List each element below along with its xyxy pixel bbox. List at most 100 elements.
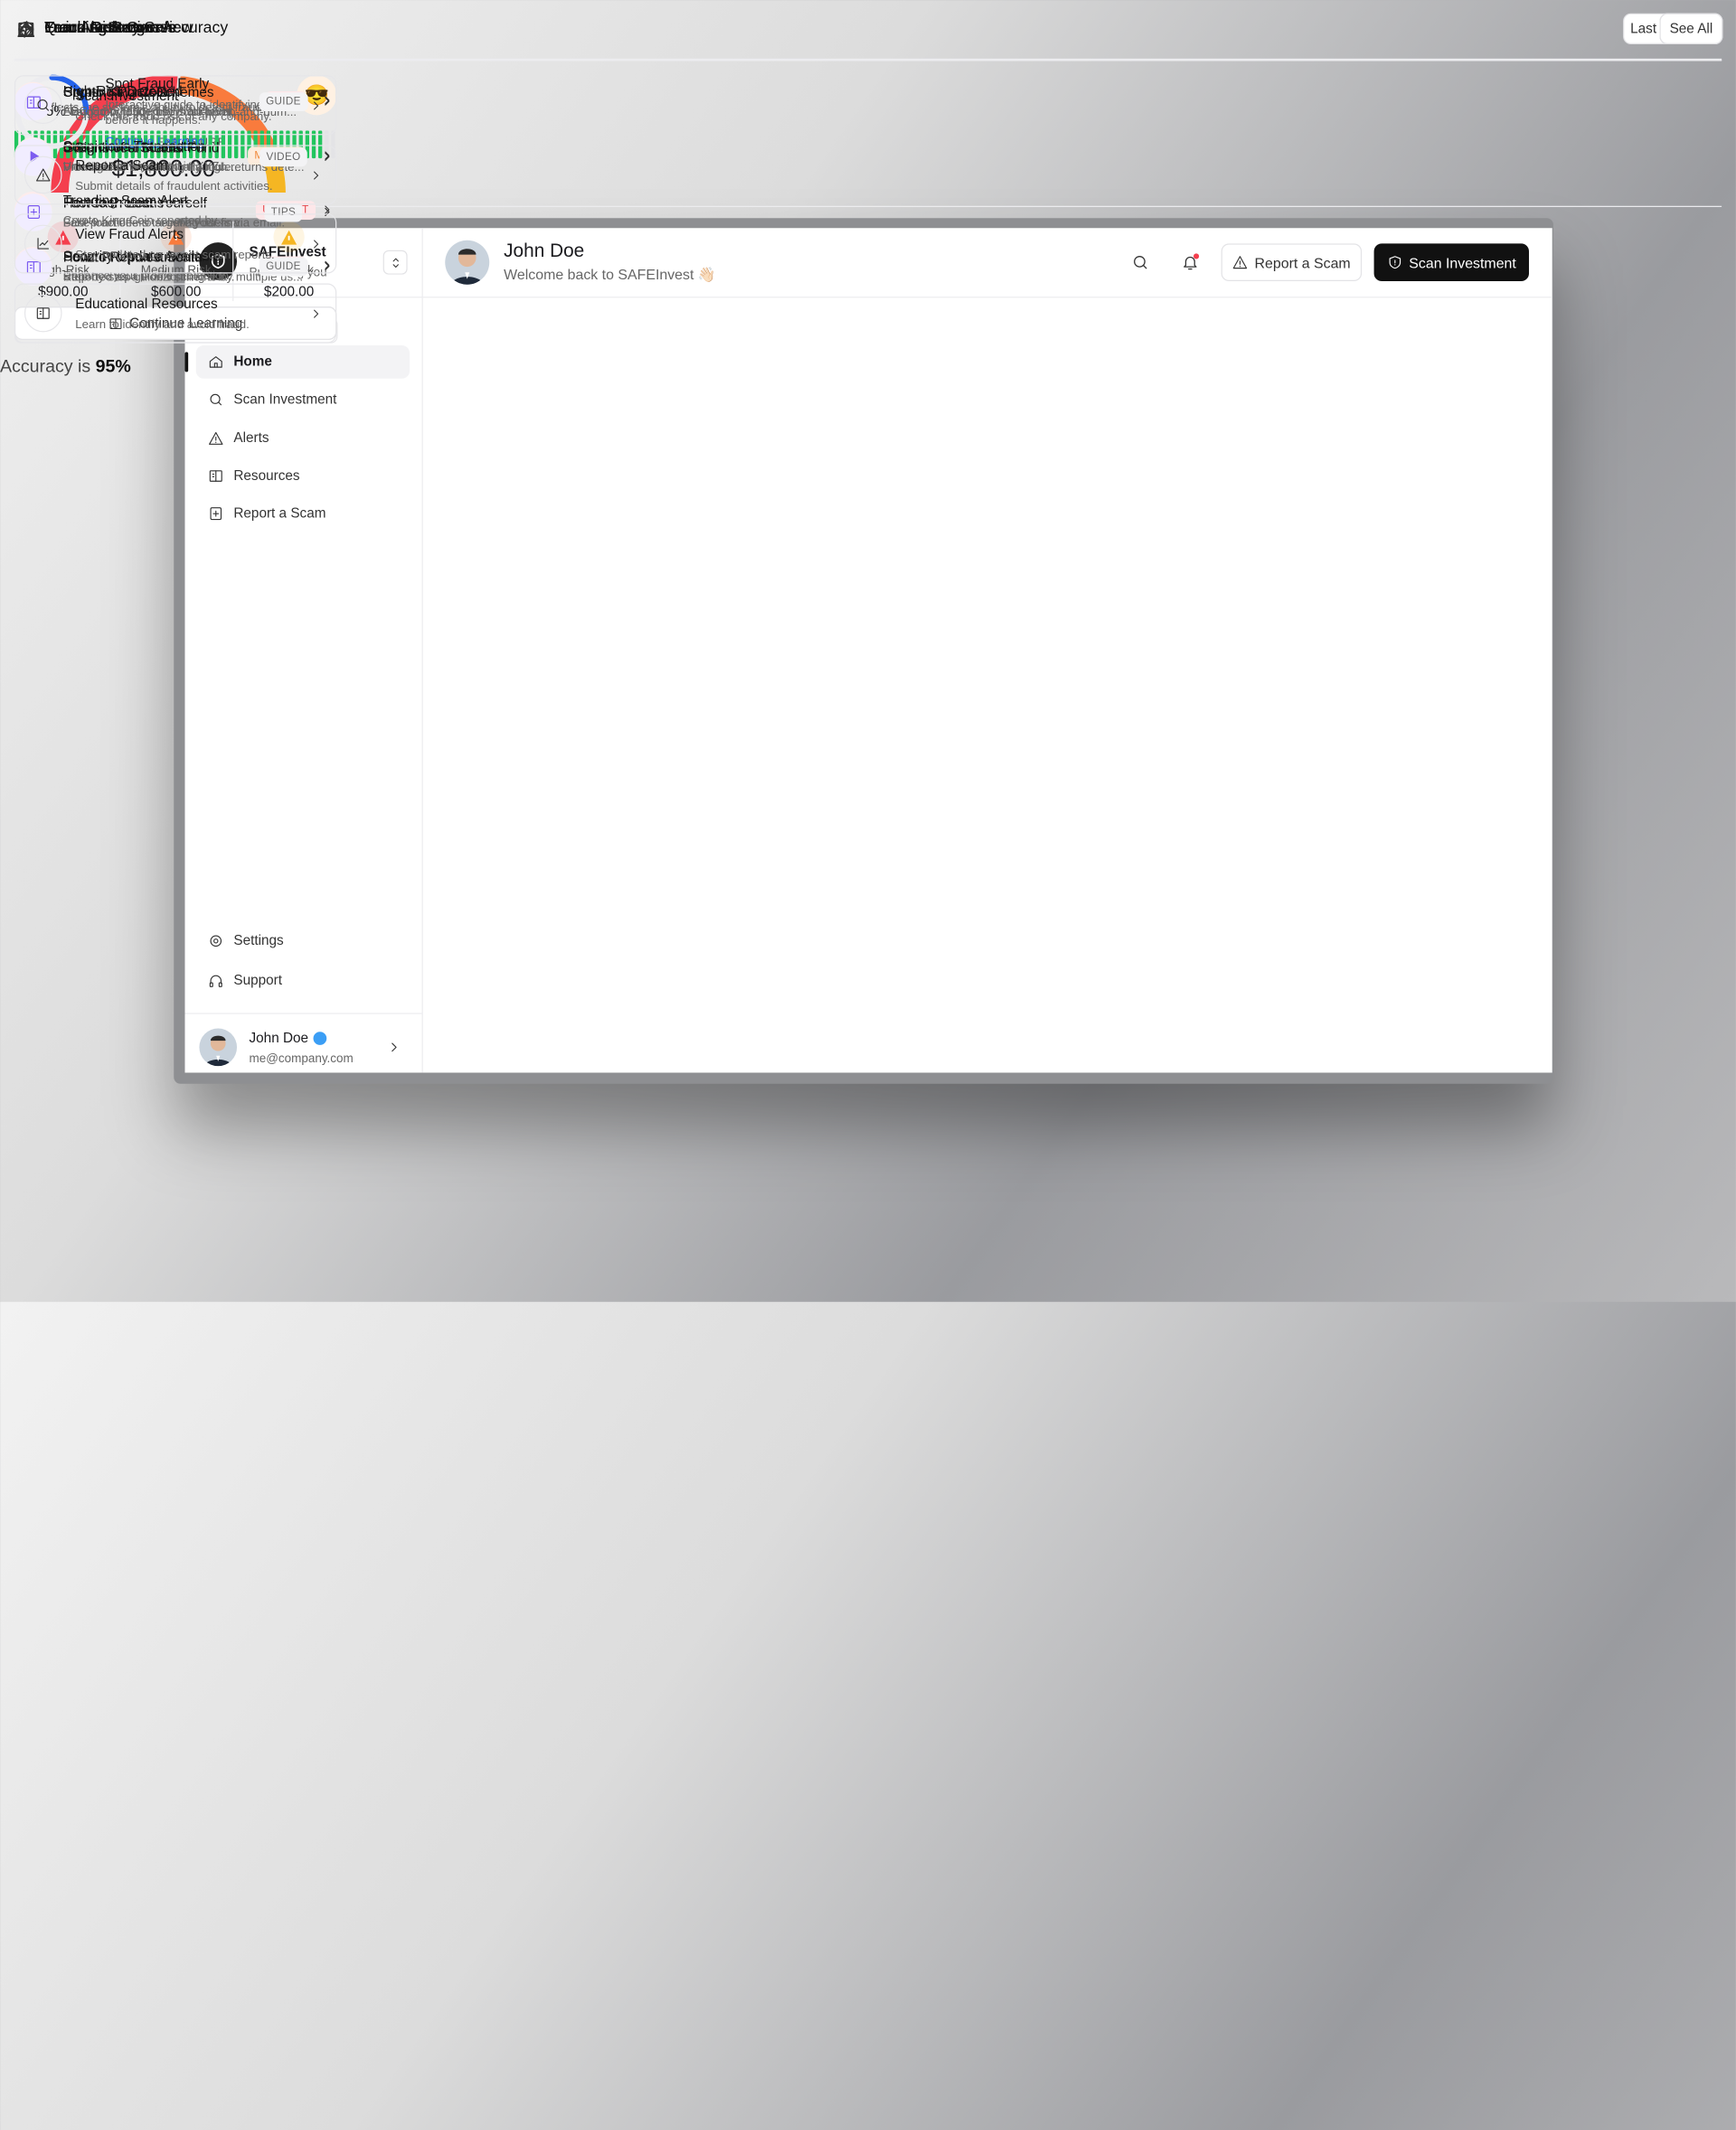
column-divider bbox=[232, 221, 234, 302]
accuracy-description: This reflects the system's ability to de… bbox=[14, 101, 266, 115]
card-divider bbox=[14, 58, 1722, 61]
chevron bbox=[309, 237, 324, 257]
nav-active-bg bbox=[195, 345, 410, 379]
item-title[interactable]: GreenInvest Mutual Fund bbox=[62, 139, 220, 156]
chevron bbox=[320, 203, 335, 223]
alert-title[interactable]: Suspicious Transaction bbox=[62, 138, 206, 155]
screen: SAFEInvestProtecting youMAINHomeScan Inv… bbox=[0, 13, 1723, 1084]
quick-action[interactable]: View Fraud Alerts Stay updated on recent … bbox=[14, 213, 337, 274]
header-name: John Doe bbox=[504, 240, 585, 261]
item-description: Flagged by 150+ users for pump-and-dum..… bbox=[62, 105, 297, 119]
nav-icon bbox=[208, 973, 223, 994]
alert-description: Unusual activity found in XYZ... bbox=[62, 159, 230, 174]
sidebar-divider bbox=[421, 228, 423, 1073]
button-label: Scan Investment bbox=[1409, 254, 1516, 271]
workspace-switch[interactable] bbox=[382, 250, 408, 275]
alert-title[interactable]: High-Risk Detected bbox=[62, 83, 183, 99]
risk-icon bbox=[273, 221, 305, 253]
ring-progress bbox=[14, 74, 90, 149]
item-tag: VIDEO bbox=[259, 147, 307, 167]
quick-description: Learn to identify and avoid fraud. bbox=[75, 317, 250, 332]
quick-title: View Fraud Alerts bbox=[75, 226, 184, 242]
card-title: Learning Progress bbox=[43, 19, 176, 37]
search-button[interactable] bbox=[1131, 253, 1149, 277]
quick-action[interactable]: Scan Investment Check the fraud risk of a… bbox=[14, 75, 337, 136]
button-label: Continue Learning bbox=[129, 315, 243, 332]
scan-investment-button[interactable]: Scan Investment bbox=[1373, 243, 1530, 282]
card-action-button[interactable]: Continue Learning bbox=[14, 306, 337, 340]
alert-description: ABC Corp flagged for fraudulent... bbox=[62, 104, 243, 118]
card-title: Trending Scams bbox=[43, 19, 161, 37]
notification-dot bbox=[1194, 253, 1200, 259]
accuracy-prefix: Accuracy is bbox=[0, 357, 91, 377]
header-greeting: Welcome back to SAFEInvest 👋🏻 bbox=[504, 266, 716, 283]
nav-active-marker bbox=[184, 352, 189, 372]
item-title[interactable]: 5 Signs of a Scams bbox=[62, 139, 183, 156]
verified-icon bbox=[313, 1032, 327, 1045]
nav-icon bbox=[208, 430, 223, 451]
quick-action[interactable]: Educational Resources Learn to identify a… bbox=[14, 282, 337, 343]
chevron bbox=[320, 149, 335, 169]
item-title[interactable]: How to Report a Scam bbox=[62, 250, 203, 266]
item-title[interactable]: Ponzi Pro Investments bbox=[62, 250, 202, 266]
card-title: Your Alerts bbox=[43, 19, 122, 37]
card-icon bbox=[16, 20, 35, 44]
card: Trending Scams See All Crypto King Coin Fla… bbox=[0, 13, 1723, 1413]
card-button[interactable]: See All bbox=[1659, 13, 1723, 44]
card-divider bbox=[14, 60, 1722, 61]
quick-action[interactable]: Report a Scam Submit details of fraudulen… bbox=[14, 144, 337, 204]
nav-item[interactable]: Alerts bbox=[233, 429, 269, 446]
nav-icon bbox=[208, 468, 223, 489]
item-description: Reported as a Ponzi scheme by multiple u… bbox=[62, 270, 304, 285]
item-description: Step-by-step guide to filing a fr... bbox=[62, 270, 235, 285]
alert-title[interactable]: Security Update Available bbox=[62, 249, 221, 265]
brand-name: SAFEInvest bbox=[249, 244, 326, 260]
quick-icon bbox=[24, 294, 62, 332]
quick-title: Scan Investment bbox=[75, 88, 179, 104]
nav-icon bbox=[208, 354, 223, 375]
card: Quick Actions See All Scan Investment Check… bbox=[0, 13, 1723, 2130]
chevron bbox=[320, 93, 335, 113]
item-description: Fake loan offers targeting users via ema… bbox=[62, 215, 286, 230]
item-description: Best practices to secure your fina... bbox=[62, 215, 250, 230]
risk-icon bbox=[160, 221, 192, 253]
chevron bbox=[309, 306, 324, 326]
quick-icon bbox=[24, 224, 62, 263]
card-title: Fraud Detection Accuracy bbox=[43, 19, 229, 37]
nav-item[interactable]: Support bbox=[233, 972, 282, 988]
accuracy-value: 95% bbox=[95, 357, 131, 377]
item-title[interactable]: FastCash Loans bbox=[62, 194, 165, 211]
nav-item[interactable]: Home bbox=[233, 353, 272, 370]
avatar bbox=[445, 240, 490, 285]
course-description: Interactive guide to identifying fraud b… bbox=[105, 98, 295, 127]
card-title: Fraud Risk Overview bbox=[43, 19, 193, 37]
item-description: Promises of unrealistically high returns… bbox=[62, 160, 305, 174]
nav-icon bbox=[208, 933, 223, 954]
item-title[interactable]: How to Protect Yourself bbox=[62, 194, 207, 211]
item-title[interactable]: Crypto King Coin bbox=[62, 84, 168, 100]
card-title: Quick Actions bbox=[43, 19, 142, 37]
divider bbox=[14, 205, 1722, 207]
quick-icon bbox=[24, 156, 62, 193]
risk-name: Medium Risk bbox=[140, 263, 212, 278]
nav-icon bbox=[208, 392, 223, 413]
risk-value: $200.00 bbox=[263, 284, 315, 300]
nav-item[interactable]: Report a Scam bbox=[233, 505, 326, 522]
quick-icon bbox=[24, 86, 62, 125]
logo bbox=[199, 242, 238, 280]
alert-description: Crypto King Coin reported by... bbox=[62, 214, 227, 229]
user-menu[interactable] bbox=[386, 1040, 401, 1060]
total-value: $1,800.00 bbox=[111, 156, 216, 183]
accuracy-text: Accuracy is 95% bbox=[0, 358, 352, 378]
alert-title[interactable]: Trending Scam Alert bbox=[62, 193, 188, 210]
quick-description: Stay updated on recent scam reports. bbox=[75, 248, 275, 262]
quick-title: Report a Scam bbox=[75, 156, 168, 174]
nav-item[interactable]: Scan Investment bbox=[233, 391, 337, 408]
gauge-segment bbox=[51, 75, 178, 193]
nav-item[interactable]: Settings bbox=[233, 932, 284, 948]
report-scam-button[interactable]: Report a Scam bbox=[1221, 243, 1363, 282]
item-title[interactable]: Spotting Ponzi Schemes bbox=[62, 84, 214, 100]
notifications-button[interactable] bbox=[1182, 253, 1200, 277]
course-title: Spot Fraud Early bbox=[105, 75, 210, 92]
nav-item[interactable]: Resources bbox=[233, 467, 300, 484]
